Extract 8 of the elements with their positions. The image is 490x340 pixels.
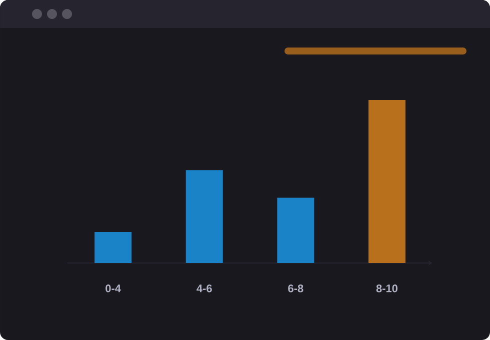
bar [277, 198, 314, 263]
x-tick-label: 6-8 [288, 284, 304, 292]
x-tick-label: 8-10 [376, 284, 398, 292]
x-tick-label: 0-4 [106, 284, 121, 292]
bar [186, 170, 223, 263]
x-tick-label: 4-6 [196, 284, 212, 292]
bar [94, 232, 132, 263]
bar [368, 100, 406, 263]
